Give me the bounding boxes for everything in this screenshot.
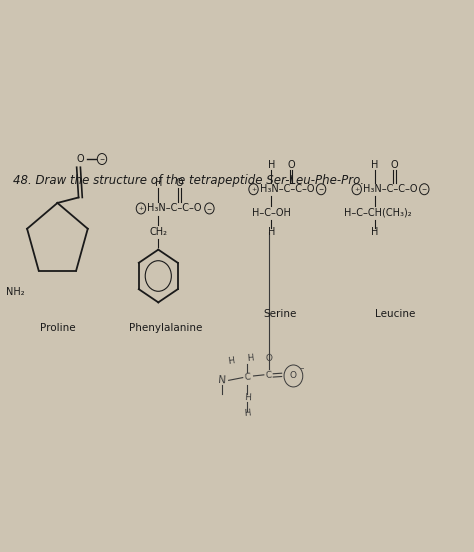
Text: H: H [244, 408, 251, 418]
Text: O: O [265, 354, 272, 363]
Text: +: + [138, 206, 144, 211]
Text: H–C–OH: H–C–OH [252, 208, 291, 218]
Text: Phenylalanine: Phenylalanine [128, 323, 202, 333]
Text: O: O [391, 160, 398, 169]
Text: 48. Draw the structure of the tetrapeptide Ser-Leu-Phe-Pro.: 48. Draw the structure of the tetrapepti… [13, 174, 364, 187]
Text: H: H [268, 227, 275, 237]
Text: O: O [175, 178, 183, 188]
Text: Proline: Proline [40, 323, 75, 333]
Text: +: + [251, 187, 256, 192]
Text: −: − [100, 157, 105, 162]
Text: H: H [155, 178, 162, 188]
Text: O: O [77, 154, 84, 164]
Text: H₃N–C–C–O: H₃N–C–C–O [147, 204, 202, 214]
Text: H: H [371, 160, 378, 169]
Text: H–C–CH(CH₃)₂: H–C–CH(CH₃)₂ [344, 208, 411, 218]
Text: O: O [290, 371, 297, 380]
Text: C: C [244, 373, 251, 383]
Text: N: N [218, 375, 226, 385]
Text: +: + [354, 187, 359, 192]
Text: H: H [268, 160, 275, 169]
Text: H: H [246, 354, 254, 363]
Text: −: − [319, 187, 324, 192]
Text: H₃N–C–C–O: H₃N–C–C–O [260, 184, 315, 194]
Text: H: H [371, 227, 378, 237]
Text: −: − [300, 365, 304, 370]
Text: H₃N–C–C–O: H₃N–C–C–O [363, 184, 418, 194]
Text: O: O [287, 160, 295, 169]
Text: Serine: Serine [264, 309, 297, 319]
Text: −: − [422, 187, 427, 192]
Text: Leucine: Leucine [375, 309, 415, 319]
Text: H: H [227, 356, 235, 366]
Text: CH₂: CH₂ [149, 227, 167, 237]
Text: H: H [244, 393, 251, 402]
Text: C: C [265, 370, 272, 380]
Text: NH₂: NH₂ [6, 288, 25, 298]
Text: −: − [207, 206, 212, 211]
